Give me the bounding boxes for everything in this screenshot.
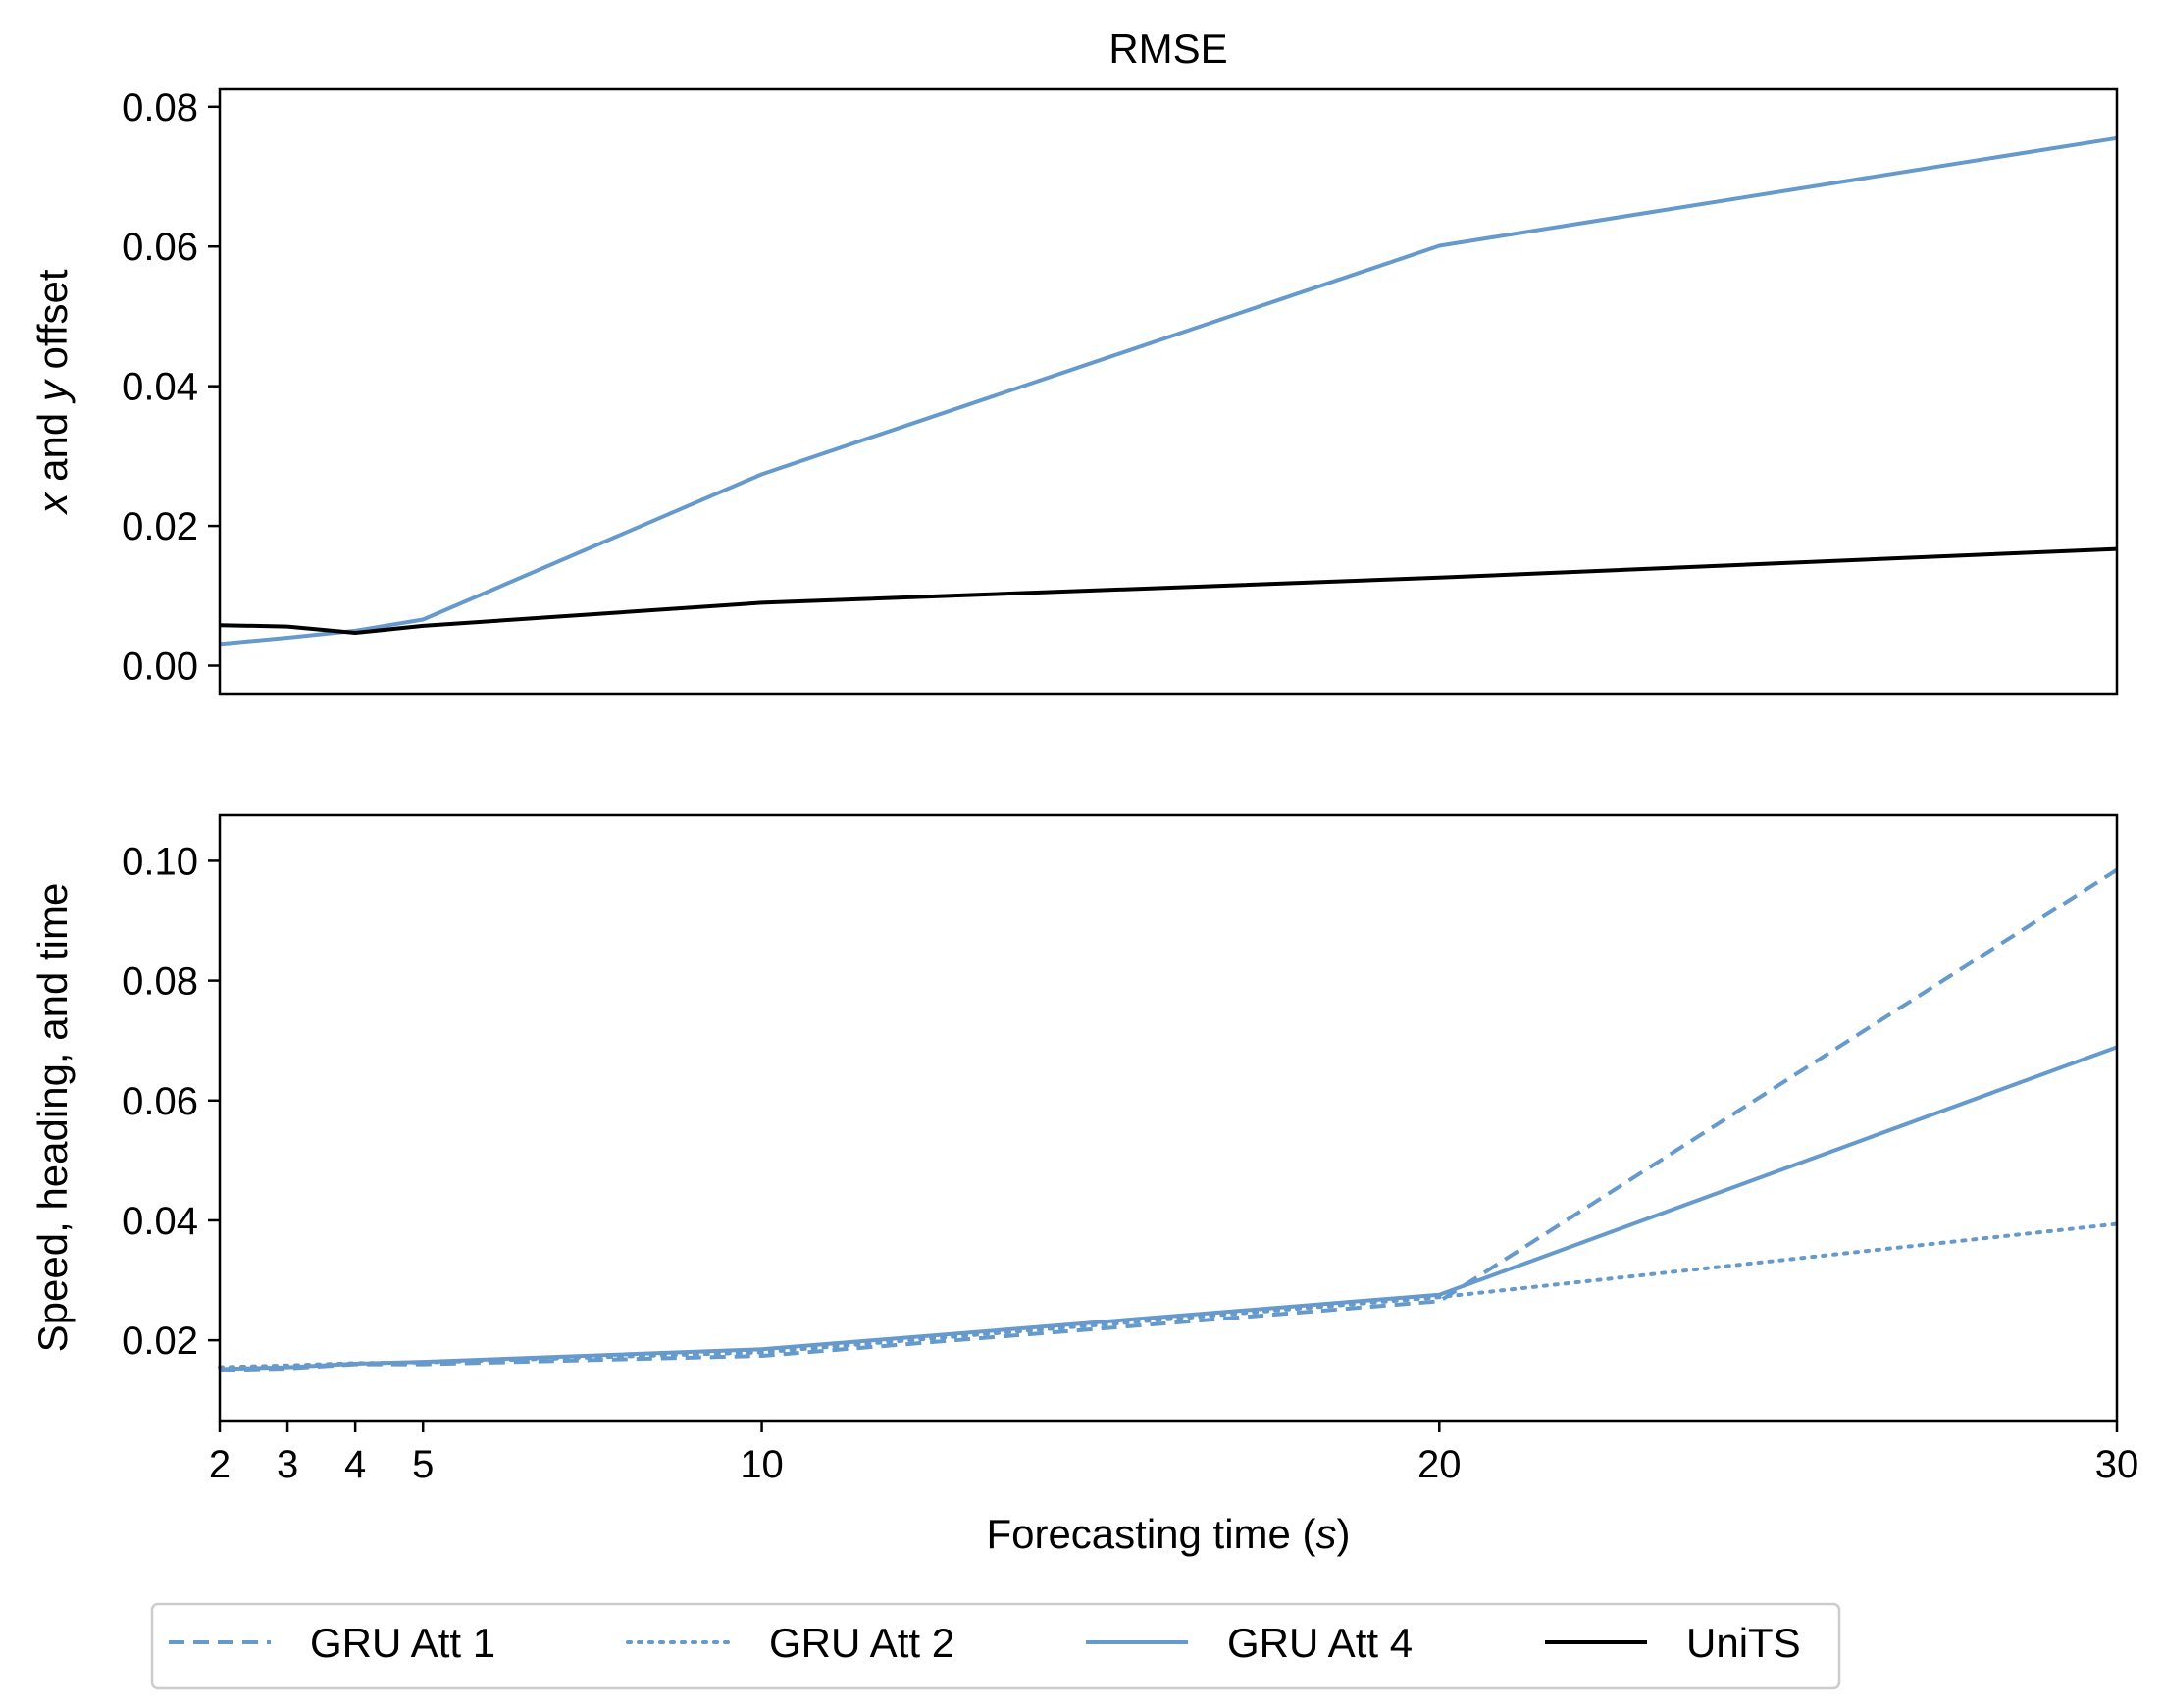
legend: GRU Att 1 GRU Att 2 GRU Att 4 UniTS	[150, 1602, 1841, 1690]
legend-frame	[150, 1602, 1841, 1690]
legend-label: GRU Att 2	[769, 1620, 954, 1666]
x-axis-label: Forecasting time (s)	[986, 1511, 1350, 1557]
x-tick-label: 30	[2095, 1443, 2139, 1486]
y-tick-label: 0.02	[122, 505, 198, 548]
y-tick-label: 0.00	[122, 646, 198, 689]
panel-speed-y-label: Speed, heading, and time	[29, 883, 76, 1353]
x-tick-label: 2	[209, 1443, 231, 1486]
y-tick-label: 0.06	[122, 226, 198, 269]
legend-label: GRU Att 1	[310, 1620, 495, 1666]
panel-speed-y-ticks: 0.02 0.04 0.06 0.08 0.10	[122, 840, 220, 1363]
y-tick-label: 0.04	[122, 1200, 198, 1243]
x-tick-label: 5	[412, 1443, 434, 1486]
legend-label: GRU Att 4	[1227, 1620, 1413, 1666]
legend-entries: GRU Att 1 GRU Att 2 GRU Att 4 UniTS	[169, 1620, 1801, 1666]
x-tick-label: 3	[277, 1443, 298, 1486]
x-tick-label: 10	[740, 1443, 784, 1486]
y-tick-label: 0.08	[122, 86, 198, 129]
series-line-gru-att-4	[219, 1045, 2118, 1372]
y-tick-label: 0.10	[122, 840, 198, 883]
y-tick-label: 0.02	[122, 1320, 198, 1363]
series-line-gru-att-1	[219, 867, 2119, 1372]
panel-speed-series	[218, 867, 2119, 1372]
legend-label: UniTS	[1686, 1620, 1801, 1666]
panel-speed-x-ticks: 2 3 4 5 10 20 30	[209, 1421, 2138, 1486]
panel-offset: 0.00 0.02 0.04 0.06 0.08 x and y offset	[29, 86, 2119, 696]
series-line-gru-att-4	[219, 135, 2118, 647]
series-line-units	[219, 546, 2118, 635]
panel-speed: 0.02 0.04 0.06 0.08 0.10 2 3 4 5 10 20 30 Speed, h…	[29, 813, 2138, 1557]
panel-offset-frame	[218, 87, 2119, 696]
chart-title: RMSE	[1108, 26, 1227, 72]
y-tick-label: 0.08	[122, 960, 198, 1004]
panel-offset-y-ticks: 0.00 0.02 0.04 0.06 0.08	[122, 86, 220, 689]
panel-offset-y-label: x and y offset	[29, 269, 76, 515]
x-tick-label: 4	[344, 1443, 366, 1486]
x-tick-label: 20	[1417, 1443, 1462, 1486]
y-tick-label: 0.06	[122, 1080, 198, 1123]
series-line-gru-att-2	[218, 1221, 2119, 1370]
panel-speed-frame	[218, 813, 2119, 1423]
y-tick-label: 0.04	[122, 366, 198, 409]
panel-offset-series	[219, 135, 2118, 647]
